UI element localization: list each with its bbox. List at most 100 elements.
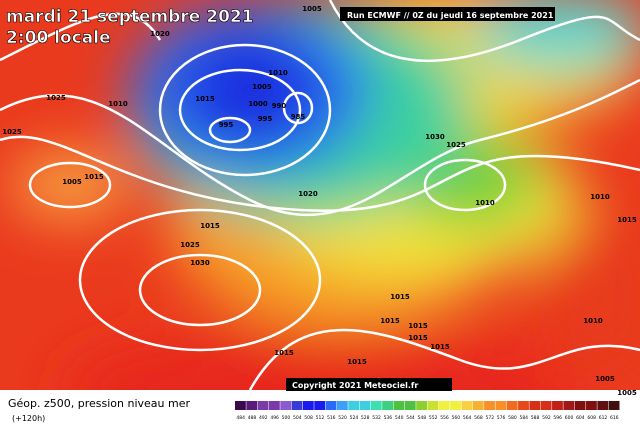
scale-label: 604 <box>576 415 585 421</box>
scale-label: 508 <box>304 415 313 421</box>
isobar-label: 1010 <box>475 199 495 207</box>
isobar-label: 1005 <box>62 178 82 186</box>
scale-swatch <box>370 401 382 410</box>
isobar-label: 1020 <box>150 30 170 38</box>
scale-swatch <box>597 401 609 410</box>
scale-swatch <box>382 401 394 410</box>
scale-label: 608 <box>587 415 596 421</box>
scale-label: 584 <box>519 415 528 421</box>
scale-swatch <box>450 401 461 410</box>
isobar-label: 995 <box>219 121 234 129</box>
scale-label: 588 <box>531 415 540 421</box>
scale-swatch <box>506 401 518 410</box>
isobar-label: 1015 <box>195 95 215 103</box>
scale-label: 548 <box>418 415 427 421</box>
isobar-label: 1015 <box>380 317 400 325</box>
scale-swatch <box>461 401 473 410</box>
scale-swatch <box>586 401 597 410</box>
scale-swatch <box>302 401 314 410</box>
isobar-label: 1015 <box>408 322 428 330</box>
scale-label: 532 <box>372 415 381 421</box>
isobar-label: 1015 <box>408 334 428 342</box>
scale-swatch <box>416 401 427 410</box>
scale-label: 616 <box>610 415 619 421</box>
scale-label: 492 <box>259 415 268 421</box>
lead-time: (+120h) <box>12 414 45 423</box>
isobar-label: 1030 <box>425 133 445 141</box>
isobar-label: 1030 <box>190 259 210 267</box>
scale-label: 576 <box>497 415 506 421</box>
isobar-label: 1015 <box>84 173 104 181</box>
scale-label: 580 <box>508 415 517 421</box>
scale-swatch <box>574 401 586 410</box>
scale-swatch <box>540 401 552 410</box>
isobar-label: 1005 <box>252 83 272 91</box>
scale-label: 556 <box>440 415 449 421</box>
isobar-label: 1005 <box>302 5 322 13</box>
isobar-label: 1025 <box>180 241 200 249</box>
scale-swatch <box>404 401 416 410</box>
scale-label: 560 <box>452 415 461 421</box>
scale-swatch <box>359 401 371 410</box>
isobar-label: 985 <box>291 113 306 121</box>
scale-swatch <box>529 401 541 410</box>
isobar-label: 1000 <box>248 100 268 108</box>
scale-label: 496 <box>270 415 279 421</box>
scale-swatch <box>235 401 246 410</box>
scale-label: 528 <box>361 415 370 421</box>
scale-swatch <box>246 401 258 410</box>
scale-label: 612 <box>599 415 608 421</box>
time: 2:00 locale <box>6 28 111 48</box>
scale-label: 520 <box>338 415 347 421</box>
scale-swatch <box>393 401 405 410</box>
isobar-label: 1015 <box>200 222 220 230</box>
scale-swatch <box>427 401 439 410</box>
isobar-label: 1020 <box>298 190 318 198</box>
scale-label: 600 <box>565 415 574 421</box>
isobar-label: 1010 <box>583 317 603 325</box>
scale-swatch <box>336 401 348 410</box>
isobar-label: 1005 <box>595 375 615 383</box>
run-info: Run ECMWF // 0Z du jeudi 16 septembre 20… <box>347 11 554 20</box>
copyright: Copyright 2021 Meteociel.fr <box>292 381 418 390</box>
isobar-label: 1015 <box>347 358 367 366</box>
color-scale: 484 488 492 496 500 504 508 512 516 520 524 528 532 5… <box>235 401 620 421</box>
scale-label: 564 <box>463 415 472 421</box>
isobar-label: 1015 <box>617 216 637 224</box>
scale-label: 504 <box>293 415 302 421</box>
isobar-label: 1010 <box>108 100 128 108</box>
isobar-label: 1010 <box>590 193 610 201</box>
isobar-label: 990 <box>272 102 287 110</box>
isobar-lines <box>0 0 640 390</box>
scale-label: 572 <box>485 415 494 421</box>
scale-swatch <box>314 401 326 410</box>
scale-swatch <box>495 401 507 410</box>
scale-swatch <box>291 401 303 410</box>
isobar-label: 1025 <box>2 128 22 136</box>
isobar-label: 1005 <box>617 389 637 397</box>
scale-swatch <box>552 401 563 410</box>
date: mardi 21 septembre 2021 <box>6 7 254 27</box>
scale-label: 484 <box>236 415 245 421</box>
scale-label: 488 <box>248 415 257 421</box>
isobar-label: 1015 <box>430 343 450 351</box>
isobar-label: 1015 <box>274 349 294 357</box>
isobar-label: 995 <box>258 115 273 123</box>
isobar-label: 1025 <box>446 141 466 149</box>
scale-label: 540 <box>395 415 404 421</box>
legend-title: Géop. z500, pression niveau mer <box>8 397 191 410</box>
scale-swatch <box>348 401 360 410</box>
scale-swatch <box>518 401 529 410</box>
scale-label: 552 <box>429 415 438 421</box>
scale-label: 568 <box>474 415 483 421</box>
scale-swatch <box>472 401 484 410</box>
scale-swatch <box>325 401 337 410</box>
run-box <box>340 7 555 21</box>
isobar-label: 1025 <box>46 94 66 102</box>
scale-swatch <box>257 401 269 410</box>
scale-swatch <box>608 401 620 410</box>
scale-swatch <box>438 401 450 410</box>
scale-label: 536 <box>384 415 393 421</box>
